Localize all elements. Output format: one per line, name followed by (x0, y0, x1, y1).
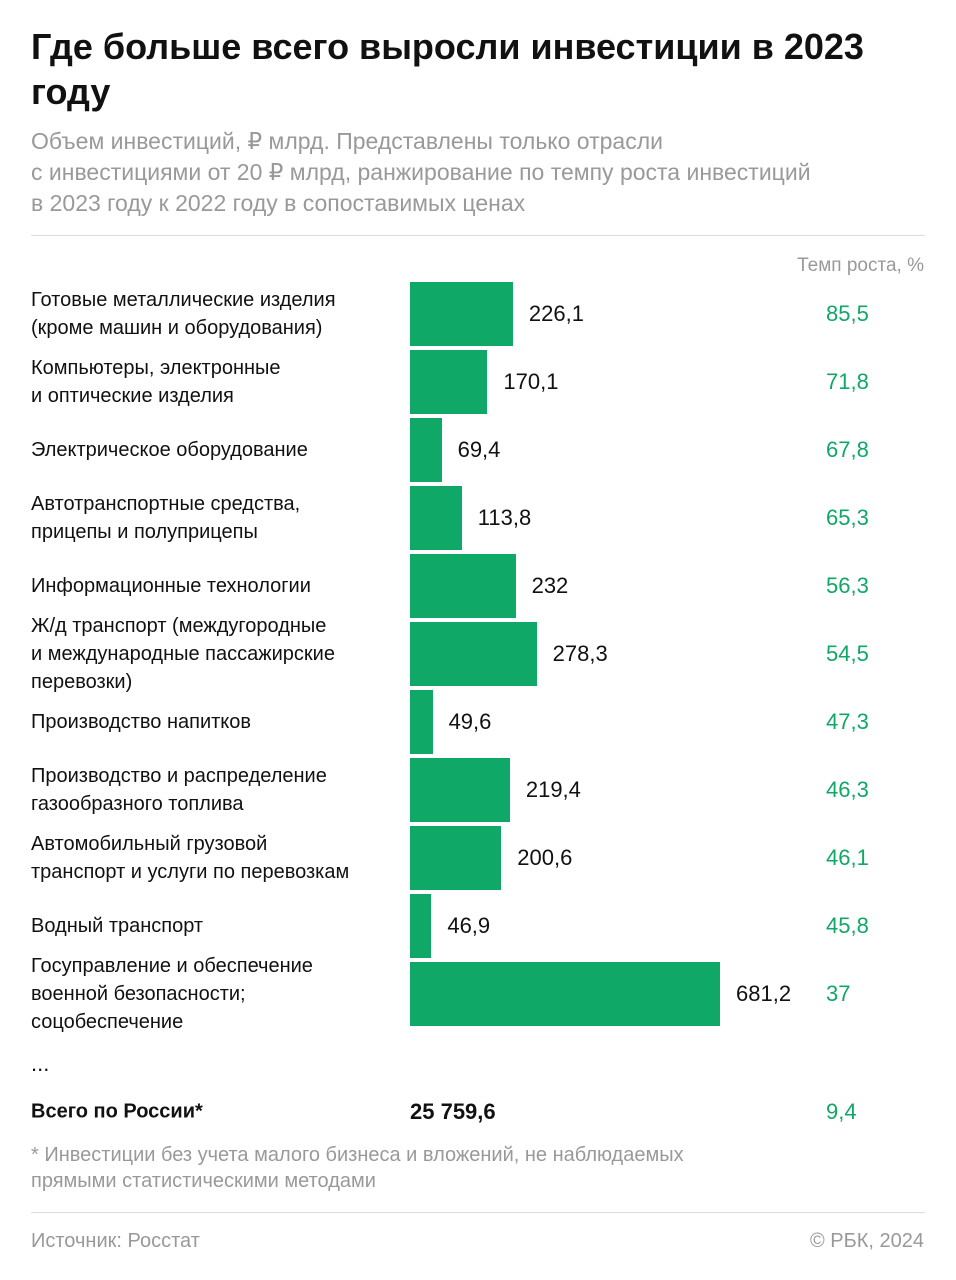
category-label: Электрическое оборудование (31, 439, 308, 461)
growth-header: Темп роста, % (797, 255, 924, 276)
growth-label: 54,5 (826, 641, 869, 666)
bar (410, 826, 502, 890)
growth-label: 65,3 (826, 505, 869, 530)
bar (410, 554, 516, 618)
value-label: 232 (531, 573, 569, 598)
category-label: Автомобильный грузовой транспорт и услуг… (31, 833, 350, 883)
growth-label: 37 (826, 981, 851, 1006)
value-label: 170,1 (503, 369, 559, 394)
category-label: Производство и распределение газообразно… (31, 765, 327, 815)
total-growth: 9,4 (826, 1099, 857, 1124)
bar (410, 962, 720, 1026)
value-label: 681,2 (736, 981, 792, 1006)
category-label: Водный транспорт (31, 915, 204, 937)
source: Источник: Росстат (31, 1230, 200, 1252)
separator (31, 235, 925, 236)
bar (410, 350, 488, 414)
growth-label: 47,3 (826, 709, 869, 734)
growth-label: 71,8 (826, 369, 869, 394)
total-label: Всего по России* (31, 1100, 203, 1123)
value-label: 226,1 (528, 301, 584, 326)
category-label: Госуправление и обеспечение военной безо… (31, 955, 313, 1033)
bar (410, 622, 537, 686)
bar (410, 418, 442, 482)
growth-label: 67,8 (826, 437, 869, 462)
separator (31, 1212, 925, 1213)
growth-label: 85,5 (826, 301, 869, 326)
bar (410, 690, 433, 754)
growth-label: 46,3 (826, 777, 869, 802)
category-label: Автотранспортные средства, прицепы и пол… (31, 493, 301, 543)
value-label: 49,6 (448, 709, 492, 734)
footnote: * Инвестиции без учета малого бизнеса и … (31, 1144, 684, 1192)
value-label: 200,6 (517, 845, 573, 870)
growth-label: 56,3 (826, 573, 869, 598)
bar (410, 894, 432, 958)
total-value: 25 759,6 (410, 1099, 496, 1124)
value-label: 278,3 (552, 641, 608, 666)
bar (410, 486, 462, 550)
chart-title: Где больше всего выросли инвестиции в 20… (31, 26, 864, 112)
value-label: 219,4 (525, 777, 581, 802)
category-label: Компьютеры, электронные и оптические изд… (31, 357, 281, 407)
value-label: 113,8 (477, 505, 532, 530)
ellipsis: ... (31, 1051, 50, 1076)
growth-label: 46,1 (826, 845, 869, 870)
value-label: 46,9 (447, 913, 491, 938)
category-label: Информационные технологии (31, 575, 311, 597)
value-label: 69,4 (457, 437, 501, 462)
chart-subtitle: Объем инвестиций, ₽ млрд. Представлены т… (31, 128, 811, 216)
bar (410, 758, 510, 822)
category-label: Готовые металлические изделия (кроме маш… (31, 289, 336, 339)
bar (410, 282, 513, 346)
copyright: © РБК, 2024 (809, 1230, 924, 1252)
category-label: Производство напитков (31, 711, 252, 733)
category-label: Ж/д транспорт (междугородные и междунаро… (31, 615, 335, 693)
growth-label: 45,8 (826, 913, 869, 938)
